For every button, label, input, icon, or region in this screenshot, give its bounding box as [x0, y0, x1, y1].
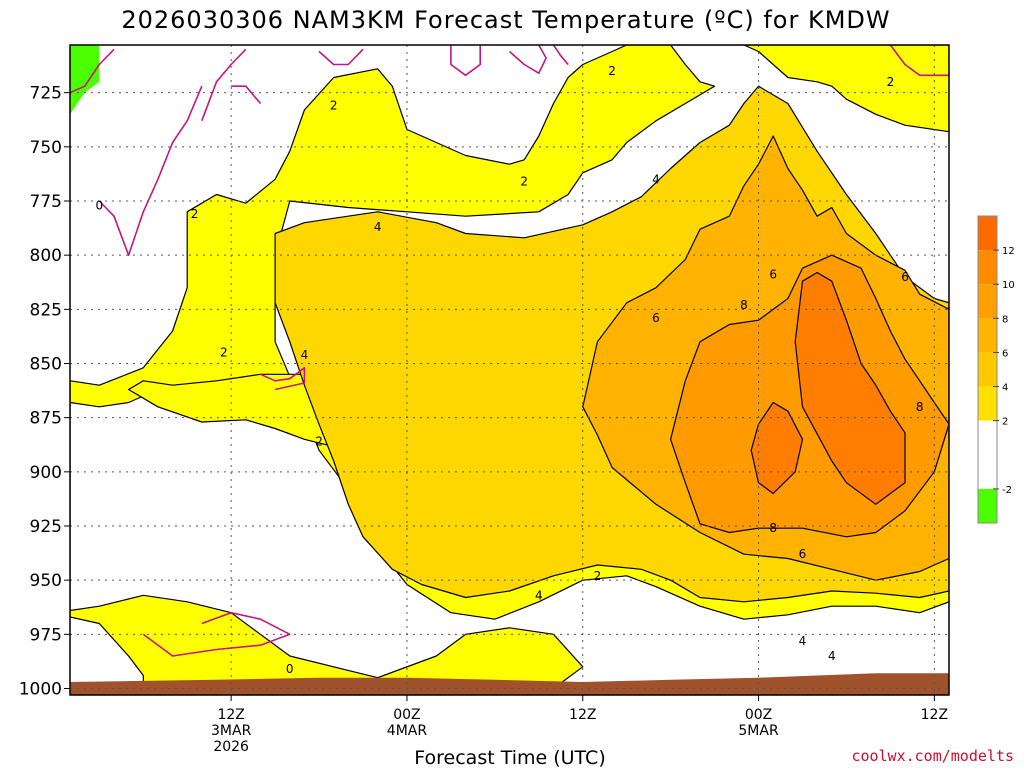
- colorbar-label-6: 6: [1002, 348, 1008, 359]
- contour-label-9: 4: [374, 220, 382, 234]
- colorbar-label-12: 12: [1002, 246, 1015, 257]
- contour-label-5: 2: [220, 346, 228, 360]
- contour-label-14: 6: [769, 268, 777, 282]
- colorbar: 12 10 8 6 4 2 -2: [977, 215, 1015, 524]
- region-above-10c-5: [794, 271, 906, 505]
- contour-label-19: 8: [916, 400, 924, 414]
- colorbar-band-2: [978, 284, 997, 319]
- colorbar-label-4: 4: [1002, 383, 1008, 394]
- colorbar-band-7: [978, 488, 997, 523]
- contour-label-18: 8: [740, 298, 748, 312]
- freezing-line-0: [70, 48, 115, 94]
- region-above-10c-6: [750, 401, 804, 495]
- contour-label-13: 4: [828, 649, 836, 663]
- y-tick-label-825: 825: [30, 300, 62, 320]
- freezing-line-7: [552, 45, 569, 66]
- region-below-minus2: [70, 45, 100, 115]
- freezing-line-9: [142, 611, 291, 657]
- x-tick-label-h42-0: 00Z: [745, 707, 772, 723]
- contour-label-12: 4: [799, 634, 807, 648]
- x-tick-label-h18-1: 4MAR: [387, 723, 428, 739]
- contour-label-1: 2: [608, 64, 616, 78]
- x-tick-label-h54-0: 12Z: [921, 707, 948, 723]
- freezing-line-5: [450, 45, 481, 77]
- y-tick-label-750: 750: [30, 138, 62, 158]
- colorbar-label-10: 10: [1002, 280, 1015, 291]
- colorbar-label-2: 2: [1002, 417, 1008, 428]
- contour-label-8: 4: [652, 172, 660, 186]
- temperature-fills: [70, 45, 949, 690]
- colorbar-band-4: [978, 352, 997, 387]
- contour-label-2: 2: [887, 75, 895, 89]
- y-tick-label-950: 950: [30, 571, 62, 591]
- x-tick-label-h18-0: 00Z: [393, 707, 420, 723]
- colorbar-label-8: 8: [1002, 314, 1008, 325]
- freezing-line-2: [201, 48, 247, 122]
- contour-label-10: 4: [301, 348, 309, 362]
- chart-title: 2026030306 NAM3KM Forecast Temperature (…: [121, 6, 890, 34]
- colorbar-band-5: [978, 386, 997, 421]
- contour-label-6: 2: [315, 435, 323, 449]
- y-tick-label-975: 975: [30, 625, 62, 645]
- y-tick-label-1000: 1000: [19, 680, 62, 700]
- y-tick-label-925: 925: [30, 517, 62, 537]
- contour-label-4: 2: [520, 175, 528, 189]
- colorbar-band-1: [978, 250, 997, 285]
- freezing-line-1: [98, 85, 203, 256]
- x-tick-label-h6-1: 3MAR: [211, 723, 252, 739]
- x-tick-label-h30-0: 12Z: [569, 707, 596, 723]
- contour-label-20: 8: [769, 521, 777, 535]
- colorbar-band-0: [978, 216, 997, 251]
- freezing-line-10: [260, 367, 306, 391]
- contour-label-7: 2: [594, 569, 602, 583]
- y-axis: 725 750 775 800 825 850 875 900 925 950 975 1000: [19, 84, 70, 700]
- contour-label-21: 0: [95, 198, 103, 212]
- y-tick-label-900: 900: [30, 463, 62, 483]
- contour-label-0: 2: [330, 99, 338, 113]
- contour-label-15: 6: [652, 311, 660, 325]
- colorbar-frame: [977, 215, 998, 524]
- colorbar-band-6: [978, 420, 997, 489]
- x-tick-label-h6-0: 12Z: [217, 707, 244, 723]
- freezing-line-4: [318, 48, 364, 66]
- contour-labels: 2 2 2 2 2 2 2 2 4 4 4 4 4 4 6 6 6 6 8 8 8 0 0: [95, 64, 923, 676]
- y-tick-label-850: 850: [30, 355, 62, 375]
- contour-label-16: 6: [901, 270, 909, 284]
- y-tick-label-775: 775: [30, 192, 62, 212]
- contour-label-11: 4: [535, 588, 543, 602]
- plot-area: 2 2 2 2 2 2 2 2 4 4 4 4 4 4 6 6 6 6 8 8 8 0 0: [70, 45, 949, 695]
- contour-label-17: 6: [799, 547, 807, 561]
- colorbar-band-3: [978, 318, 997, 353]
- y-tick-label-725: 725: [30, 84, 62, 104]
- terrain-ground: [70, 673, 949, 695]
- x-axis-label: Forecast Time (UTC): [414, 747, 605, 768]
- freezing-contours: [70, 45, 949, 657]
- contour-label-3: 2: [191, 207, 199, 221]
- y-tick-label-875: 875: [30, 409, 62, 429]
- y-tick-label-800: 800: [30, 246, 62, 266]
- contour-label-22: 0: [286, 662, 294, 676]
- credit-link[interactable]: coolwx.com/modelts: [851, 747, 1014, 765]
- colorbar-label--2: -2: [1002, 485, 1012, 496]
- x-tick-label-h42-1: 5MAR: [738, 723, 779, 739]
- freezing-line-3: [231, 85, 262, 105]
- x-tick-label-h6-2: 2026: [213, 739, 249, 755]
- freezing-line-8: [889, 45, 949, 77]
- plot-frame: [69, 44, 950, 696]
- freezing-line-6: [508, 45, 547, 74]
